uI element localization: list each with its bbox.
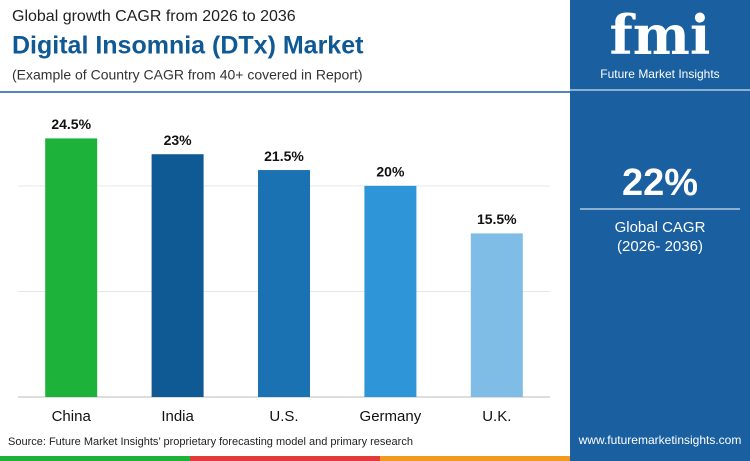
kicker: Global growth CAGR from 2026 to 2036 (12, 8, 296, 25)
value-label: 20% (376, 164, 405, 180)
bar (470, 233, 523, 397)
value-label: 24.5% (51, 116, 91, 132)
x-tick-label: India (161, 408, 194, 425)
sidebar (570, 0, 750, 456)
bar (364, 185, 417, 397)
stat-label: Global CAGR (615, 219, 706, 236)
x-tick-label: Germany (360, 408, 422, 425)
x-tick-label: China (52, 408, 92, 425)
bar (151, 154, 204, 397)
bar (258, 170, 310, 397)
brand: Future Market Insights (600, 67, 719, 81)
chart-subtitle: (Example of Country CAGR from 40+ covere… (12, 67, 363, 83)
stat-period: (2026- 2036) (617, 238, 703, 255)
logo: fmi (610, 3, 711, 67)
footer-strip (0, 456, 190, 461)
footer-strip (570, 456, 750, 461)
value-label: 15.5% (477, 211, 517, 227)
value-label: 21.5% (264, 148, 304, 164)
footer-strip (190, 456, 380, 461)
x-tick-label: U.K. (482, 408, 511, 425)
chart-title: Digital Insomnia (DTx) Market (12, 32, 364, 60)
value-label: 23% (164, 132, 193, 148)
bar (45, 138, 98, 397)
footer-strip (380, 456, 570, 461)
stat: 22% (622, 162, 698, 204)
source: Source: Future Market Insights’ propriet… (8, 436, 413, 448)
website: www.futuremarketinsights.com (578, 433, 742, 447)
x-tick-label: U.S. (269, 408, 298, 425)
